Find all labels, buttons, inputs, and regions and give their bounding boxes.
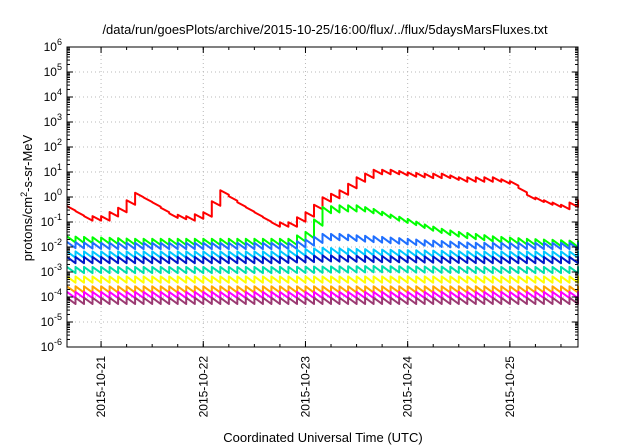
y-tick-label: 10-4 [41,287,62,304]
series-line-9 [66,296,579,305]
x-tick-label: 2015-10-21 [94,356,108,418]
x-tick-label: 2015-10-22 [196,356,210,418]
y-tick-label: 101 [44,162,62,179]
y-tick-label: 10-2 [41,237,62,254]
series-line-4 [66,254,579,265]
series-line-5 [66,265,579,275]
series-line-8 [66,290,579,300]
y-tick-label: 10-6 [41,337,62,354]
y-tick-label: 100 [44,187,62,204]
y-tick-label: 10-3 [41,262,62,279]
chart-title: /data/run/goesPlots/archive/2015-10-25/1… [102,22,548,37]
y-tick-labels: 10-6 10-5 10-4 10-3 10-2 10-1 100 101 102 103 104 1… [41,37,62,354]
y-axis-title-sup: 2 [19,192,29,197]
y-axis-title-rest: -s-sr-MeV [20,134,35,191]
x-tick-labels: 2015-10-21 2015-10-22 2015-10-23 2015-10-24… [94,356,517,418]
series-line-7 [66,285,579,294]
y-axis-title-base: protons/cm [20,197,35,261]
y-tick-label: 105 [44,62,62,79]
x-tick-label: 2015-10-25 [503,356,517,418]
x-axis-title: Coordinated Universal Time (UTC) [223,430,422,445]
y-tick-label: 103 [44,112,62,129]
series-layer [66,168,579,305]
x-tick-label: 2015-10-24 [401,356,415,418]
series-line-1 [66,204,579,248]
y-axis-title: protons/cm2-s-sr-MeV [19,134,35,261]
axis-ticks [67,46,578,348]
y-tick-label: 10-1 [41,212,62,229]
x-tick-label: 2015-10-23 [298,356,312,418]
y-tick-label: 10-5 [41,312,62,329]
y-tick-label: 106 [44,37,62,54]
series-line-2 [66,232,579,251]
y-tick-label: 102 [44,137,62,154]
y-tick-label: 104 [44,87,62,104]
series-line-6 [66,275,579,284]
series-line-3 [66,246,579,259]
series-line-0 [66,168,579,228]
